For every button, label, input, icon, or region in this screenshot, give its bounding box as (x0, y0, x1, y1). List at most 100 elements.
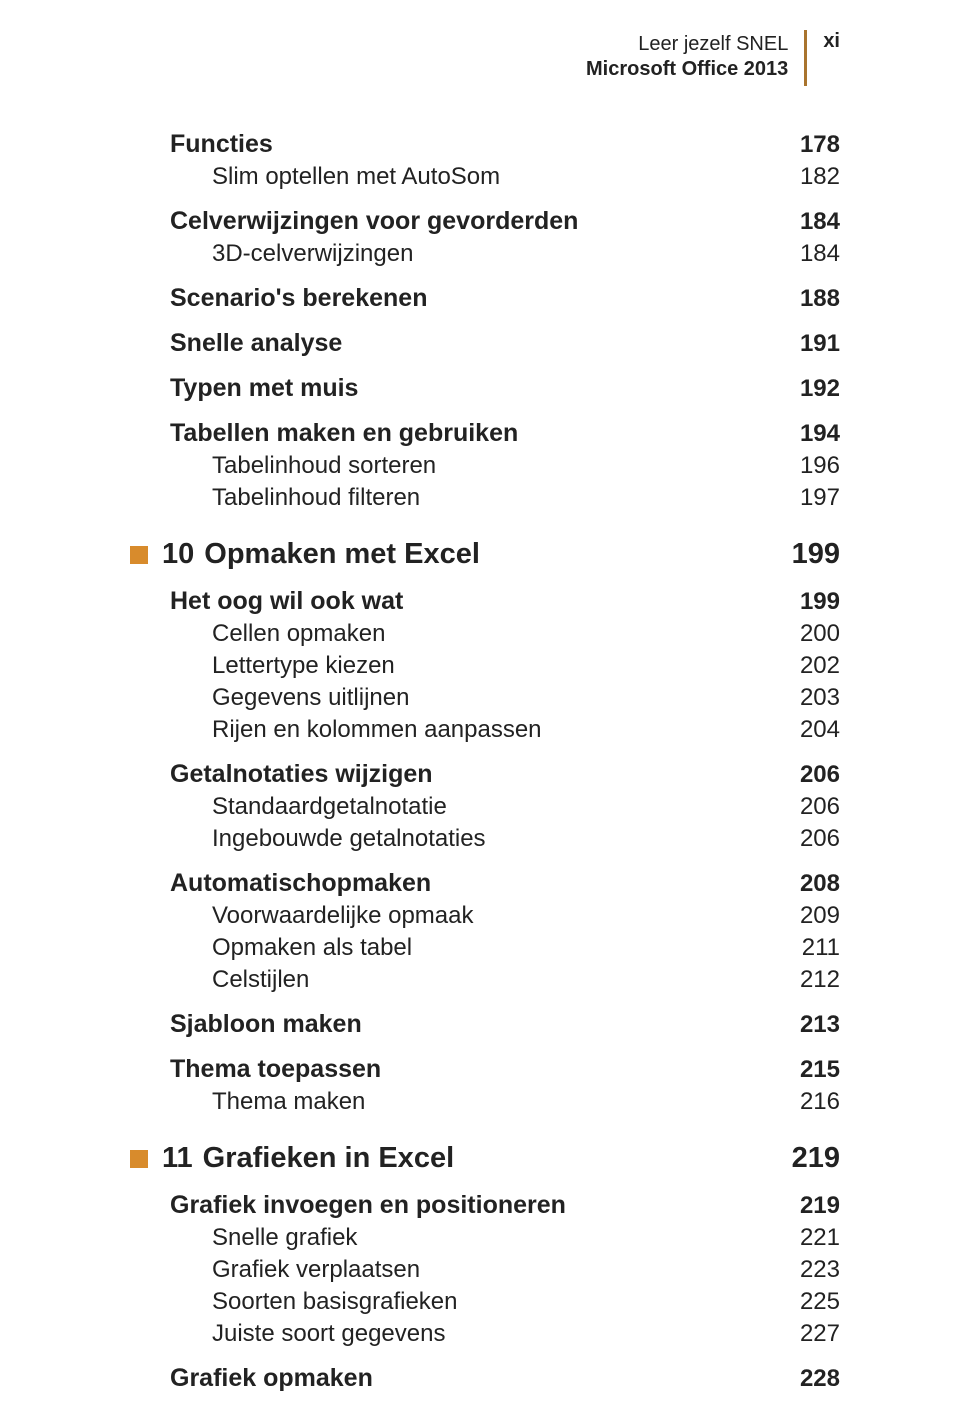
toc-subentry: Grafiek verplaatsen223 (130, 1256, 840, 1284)
toc-section-title: Celverwijzingen voor gevorderden (170, 207, 800, 236)
toc-chapter: 10 Opmaken met Excel 199 (130, 538, 840, 571)
toc-subentry: Slim optellen met AutoSom182 (130, 163, 840, 191)
toc-section: Thema toepassen215 (130, 1055, 840, 1084)
toc-page-number: 199 (792, 538, 840, 571)
toc-subentry: Snelle grafiek221 (130, 1224, 840, 1252)
toc-section-title: Grafiek opmaken (170, 1364, 800, 1393)
toc-page-number: 184 (800, 240, 840, 268)
toc-page-number: 227 (800, 1320, 840, 1348)
toc-subentry: Gegevens uitlijnen203 (130, 684, 840, 712)
toc-section-title: Functies (170, 130, 800, 159)
toc-page-number: 202 (800, 652, 840, 680)
toc-subentry-title: Gegevens uitlijnen (212, 684, 800, 712)
toc-subentry-title: Ingebouwde getalnotaties (212, 825, 800, 853)
toc-section-title: Snelle analyse (170, 329, 800, 358)
toc-chapter-number: 11 (162, 1142, 193, 1175)
running-head-line2: Microsoft Office 2013 (586, 57, 788, 82)
toc-subentry-title: 3D-celverwijzingen (212, 240, 800, 268)
toc-section-title: Tabellen maken en gebruiken (170, 419, 800, 448)
toc-chapter-title: Opmaken met Excel (204, 538, 480, 571)
toc-subentry: Voorwaardelijke opmaak209 (130, 902, 840, 930)
toc-page-number: 197 (800, 484, 840, 512)
toc-chapter-title: Grafieken in Excel (203, 1142, 454, 1175)
toc-page-number: 182 (800, 163, 840, 191)
toc-page-number: 188 (800, 285, 840, 313)
toc-page-number: 196 (800, 452, 840, 480)
toc-subentry: Celstijlen212 (130, 966, 840, 994)
toc-subentry: Tabelinhoud sorteren196 (130, 452, 840, 480)
toc-page-number: 208 (800, 870, 840, 898)
toc-section: Functies178 (130, 130, 840, 159)
toc-subentry-title: Standaardgetalnotatie (212, 793, 800, 821)
toc-subentry-title: Celstijlen (212, 966, 800, 994)
toc-subentry-title: Thema maken (212, 1088, 800, 1116)
toc-subentry: Standaardgetalnotatie206 (130, 793, 840, 821)
toc-section: Automatischopmaken208 (130, 869, 840, 898)
table-of-contents: Functies178Slim optellen met AutoSom182C… (130, 130, 840, 1393)
toc-section-title: Getalnotaties wijzigen (170, 760, 800, 789)
toc-subentry: Opmaken als tabel211 (130, 934, 840, 962)
toc-subentry: Cellen opmaken200 (130, 620, 840, 648)
running-head: Leer jezelf SNEL Microsoft Office 2013 x… (130, 32, 840, 86)
toc-chapter: 11 Grafieken in Excel 219 (130, 1142, 840, 1175)
toc-page-number: 206 (800, 793, 840, 821)
toc-section-title: Scenario's berekenen (170, 284, 800, 313)
toc-page-number: 191 (800, 330, 840, 358)
toc-chapter-label-wrap: 11 Grafieken in Excel (130, 1142, 454, 1175)
toc-page-number: 203 (800, 684, 840, 712)
toc-page-number: 221 (800, 1224, 840, 1252)
toc-page-number: 225 (800, 1288, 840, 1316)
toc-subentry-title: Opmaken als tabel (212, 934, 802, 962)
toc-page-number: 219 (792, 1142, 840, 1175)
toc-section: Getalnotaties wijzigen206 (130, 760, 840, 789)
toc-subentry-title: Cellen opmaken (212, 620, 800, 648)
toc-subentry: Juiste soort gegevens227 (130, 1320, 840, 1348)
toc-section: Typen met muis192 (130, 374, 840, 403)
toc-section-title: Grafiek invoegen en positioneren (170, 1191, 800, 1220)
toc-section: Grafiek invoegen en positioneren219 (130, 1191, 840, 1220)
toc-subentry: Thema maken216 (130, 1088, 840, 1116)
toc-page-number: 206 (800, 761, 840, 789)
toc-section-title: Typen met muis (170, 374, 800, 403)
toc-section-title: Sjabloon maken (170, 1010, 800, 1039)
toc-page-number: 206 (800, 825, 840, 853)
toc-subentry: Lettertype kiezen202 (130, 652, 840, 680)
toc-page-number: 215 (800, 1056, 840, 1084)
toc-subentry-title: Tabelinhoud sorteren (212, 452, 800, 480)
toc-page-number: 211 (802, 934, 840, 962)
toc-subentry-title: Slim optellen met AutoSom (212, 163, 800, 191)
toc-subentry: Rijen en kolommen aanpassen204 (130, 716, 840, 744)
toc-page-number: 219 (800, 1192, 840, 1220)
running-head-text: Leer jezelf SNEL Microsoft Office 2013 (586, 32, 804, 82)
toc-page-number: 213 (800, 1011, 840, 1039)
toc-page-number: 194 (800, 420, 840, 448)
toc-subentry: 3D-celverwijzingen184 (130, 240, 840, 268)
toc-section: Celverwijzingen voor gevorderden184 (130, 207, 840, 236)
toc-chapter-number: 10 (162, 538, 194, 571)
toc-section-title: Automatischopmaken (170, 869, 800, 898)
toc-page-number: 212 (800, 966, 840, 994)
toc-page-number: 204 (800, 716, 840, 744)
chapter-bullet-icon (130, 546, 148, 564)
toc-subentry-title: Tabelinhoud filteren (212, 484, 800, 512)
toc-page-number: 216 (800, 1088, 840, 1116)
toc-page-number: 223 (800, 1256, 840, 1284)
toc-section: Tabellen maken en gebruiken194 (130, 419, 840, 448)
toc-subentry: Soorten basisgrafieken225 (130, 1288, 840, 1316)
toc-subentry-title: Juiste soort gegevens (212, 1320, 800, 1348)
toc-section: Sjabloon maken213 (130, 1010, 840, 1039)
toc-chapter-label-wrap: 10 Opmaken met Excel (130, 538, 480, 571)
toc-subentry-title: Rijen en kolommen aanpassen (212, 716, 800, 744)
chapter-bullet-icon (130, 1150, 148, 1168)
toc-section-title: Het oog wil ook wat (170, 587, 800, 616)
toc-page-number: 200 (800, 620, 840, 648)
toc-section-title: Thema toepassen (170, 1055, 800, 1084)
toc-subentry: Tabelinhoud filteren197 (130, 484, 840, 512)
toc-subentry-title: Voorwaardelijke opmaak (212, 902, 800, 930)
toc-section: Grafiek opmaken228 (130, 1364, 840, 1393)
toc-section: Scenario's berekenen188 (130, 284, 840, 313)
folio: xi (807, 30, 840, 53)
toc-page-number: 184 (800, 208, 840, 236)
toc-page-number: 178 (800, 131, 840, 159)
toc-page-number: 228 (800, 1365, 840, 1393)
